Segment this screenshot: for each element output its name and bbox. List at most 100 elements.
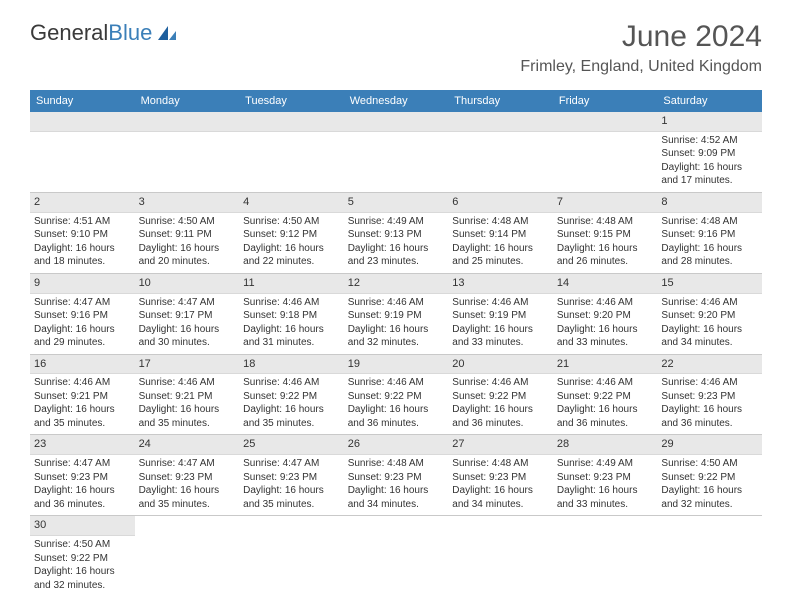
day-body: Sunrise: 4:46 AMSunset: 9:23 PMDaylight:…	[657, 374, 762, 434]
day-line: and 33 minutes.	[452, 336, 549, 350]
day-line: and 26 minutes.	[557, 255, 654, 269]
day-line: Sunrise: 4:50 AM	[243, 215, 340, 229]
day-line: and 23 minutes.	[348, 255, 445, 269]
day-line: Sunrise: 4:47 AM	[34, 457, 131, 471]
day-cell: 1Sunrise: 4:52 AMSunset: 9:09 PMDaylight…	[657, 112, 762, 192]
day-line: and 32 minutes.	[348, 336, 445, 350]
week-row: 1Sunrise: 4:52 AMSunset: 9:09 PMDaylight…	[30, 112, 762, 193]
day-line: Sunrise: 4:48 AM	[557, 215, 654, 229]
day-cell: 5Sunrise: 4:49 AMSunset: 9:13 PMDaylight…	[344, 193, 449, 273]
day-cell: 7Sunrise: 4:48 AMSunset: 9:15 PMDaylight…	[553, 193, 658, 273]
day-line: Daylight: 16 hours	[34, 565, 131, 579]
day-line: Sunset: 9:22 PM	[557, 390, 654, 404]
day-number: 5	[344, 193, 449, 213]
day-line: and 36 minutes.	[557, 417, 654, 431]
day-line: and 35 minutes.	[139, 498, 236, 512]
day-line: Daylight: 16 hours	[452, 403, 549, 417]
day-number: 17	[135, 355, 240, 375]
day-line: and 32 minutes.	[34, 579, 131, 593]
weekday-thursday: Thursday	[448, 90, 553, 112]
day-line: Sunrise: 4:46 AM	[661, 376, 758, 390]
day-line: Daylight: 16 hours	[243, 242, 340, 256]
weekday-tuesday: Tuesday	[239, 90, 344, 112]
day-line: Daylight: 16 hours	[34, 323, 131, 337]
day-number: 29	[657, 435, 762, 455]
day-number-empty	[239, 516, 344, 535]
day-line: Sunrise: 4:46 AM	[139, 376, 236, 390]
day-number: 11	[239, 274, 344, 294]
day-line: and 25 minutes.	[452, 255, 549, 269]
day-number-empty	[657, 516, 762, 535]
day-line: and 35 minutes.	[243, 498, 340, 512]
day-cell: 19Sunrise: 4:46 AMSunset: 9:22 PMDayligh…	[344, 355, 449, 435]
day-cell: 2Sunrise: 4:51 AMSunset: 9:10 PMDaylight…	[30, 193, 135, 273]
day-line: Daylight: 16 hours	[452, 242, 549, 256]
day-line: Sunset: 9:23 PM	[139, 471, 236, 485]
day-body: Sunrise: 4:50 AMSunset: 9:22 PMDaylight:…	[30, 536, 135, 596]
day-body: Sunrise: 4:46 AMSunset: 9:20 PMDaylight:…	[553, 294, 658, 354]
day-line: Daylight: 16 hours	[243, 323, 340, 337]
title-block: June 2024 Frimley, England, United Kingd…	[520, 20, 762, 76]
day-line: and 20 minutes.	[139, 255, 236, 269]
day-number: 13	[448, 274, 553, 294]
day-body: Sunrise: 4:47 AMSunset: 9:23 PMDaylight:…	[239, 455, 344, 515]
sail-icon	[156, 24, 178, 42]
day-cell	[553, 112, 658, 192]
day-body: Sunrise: 4:46 AMSunset: 9:18 PMDaylight:…	[239, 294, 344, 354]
day-line: Sunset: 9:23 PM	[348, 471, 445, 485]
day-cell: 4Sunrise: 4:50 AMSunset: 9:12 PMDaylight…	[239, 193, 344, 273]
day-line: Sunrise: 4:47 AM	[139, 457, 236, 471]
logo: GeneralBlue	[30, 20, 178, 46]
day-cell: 27Sunrise: 4:48 AMSunset: 9:23 PMDayligh…	[448, 435, 553, 515]
calendar: Sunday Monday Tuesday Wednesday Thursday…	[30, 90, 762, 596]
day-line: Sunset: 9:10 PM	[34, 228, 131, 242]
day-line: and 33 minutes.	[557, 336, 654, 350]
day-number-empty	[553, 112, 658, 132]
day-line: Sunrise: 4:52 AM	[661, 134, 758, 148]
day-body: Sunrise: 4:47 AMSunset: 9:17 PMDaylight:…	[135, 294, 240, 354]
day-line: Sunset: 9:18 PM	[243, 309, 340, 323]
day-cell	[344, 112, 449, 192]
week-row: 9Sunrise: 4:47 AMSunset: 9:16 PMDaylight…	[30, 274, 762, 355]
week-row: 16Sunrise: 4:46 AMSunset: 9:21 PMDayligh…	[30, 355, 762, 436]
day-line: and 32 minutes.	[661, 498, 758, 512]
day-line: Sunrise: 4:46 AM	[557, 376, 654, 390]
day-cell: 24Sunrise: 4:47 AMSunset: 9:23 PMDayligh…	[135, 435, 240, 515]
day-cell: 11Sunrise: 4:46 AMSunset: 9:18 PMDayligh…	[239, 274, 344, 354]
day-cell: 10Sunrise: 4:47 AMSunset: 9:17 PMDayligh…	[135, 274, 240, 354]
day-line: Sunrise: 4:51 AM	[34, 215, 131, 229]
day-line: Sunrise: 4:46 AM	[557, 296, 654, 310]
day-line: Daylight: 16 hours	[661, 161, 758, 175]
day-line: Daylight: 16 hours	[661, 403, 758, 417]
weekday-sunday: Sunday	[30, 90, 135, 112]
weekday-saturday: Saturday	[657, 90, 762, 112]
day-line: Daylight: 16 hours	[139, 484, 236, 498]
week-row: 23Sunrise: 4:47 AMSunset: 9:23 PMDayligh…	[30, 435, 762, 516]
day-number: 10	[135, 274, 240, 294]
day-line: Sunrise: 4:50 AM	[34, 538, 131, 552]
day-number-empty	[135, 516, 240, 535]
day-line: and 36 minutes.	[348, 417, 445, 431]
day-body: Sunrise: 4:46 AMSunset: 9:22 PMDaylight:…	[239, 374, 344, 434]
day-line: and 33 minutes.	[557, 498, 654, 512]
day-line: Sunrise: 4:47 AM	[34, 296, 131, 310]
day-body: Sunrise: 4:47 AMSunset: 9:23 PMDaylight:…	[30, 455, 135, 515]
day-number: 30	[30, 516, 135, 536]
day-line: Daylight: 16 hours	[348, 323, 445, 337]
day-cell: 15Sunrise: 4:46 AMSunset: 9:20 PMDayligh…	[657, 274, 762, 354]
day-line: Sunrise: 4:46 AM	[452, 376, 549, 390]
day-line: Sunrise: 4:46 AM	[661, 296, 758, 310]
day-cell: 3Sunrise: 4:50 AMSunset: 9:11 PMDaylight…	[135, 193, 240, 273]
day-body: Sunrise: 4:46 AMSunset: 9:22 PMDaylight:…	[344, 374, 449, 434]
day-line: Sunset: 9:11 PM	[139, 228, 236, 242]
day-number: 28	[553, 435, 658, 455]
day-line: and 30 minutes.	[139, 336, 236, 350]
day-number-empty	[553, 516, 658, 535]
day-line: Sunset: 9:23 PM	[243, 471, 340, 485]
day-body: Sunrise: 4:48 AMSunset: 9:23 PMDaylight:…	[344, 455, 449, 515]
day-body: Sunrise: 4:48 AMSunset: 9:23 PMDaylight:…	[448, 455, 553, 515]
day-line: Daylight: 16 hours	[348, 242, 445, 256]
day-body: Sunrise: 4:48 AMSunset: 9:14 PMDaylight:…	[448, 213, 553, 273]
day-number-empty	[135, 112, 240, 132]
day-line: Sunrise: 4:46 AM	[452, 296, 549, 310]
